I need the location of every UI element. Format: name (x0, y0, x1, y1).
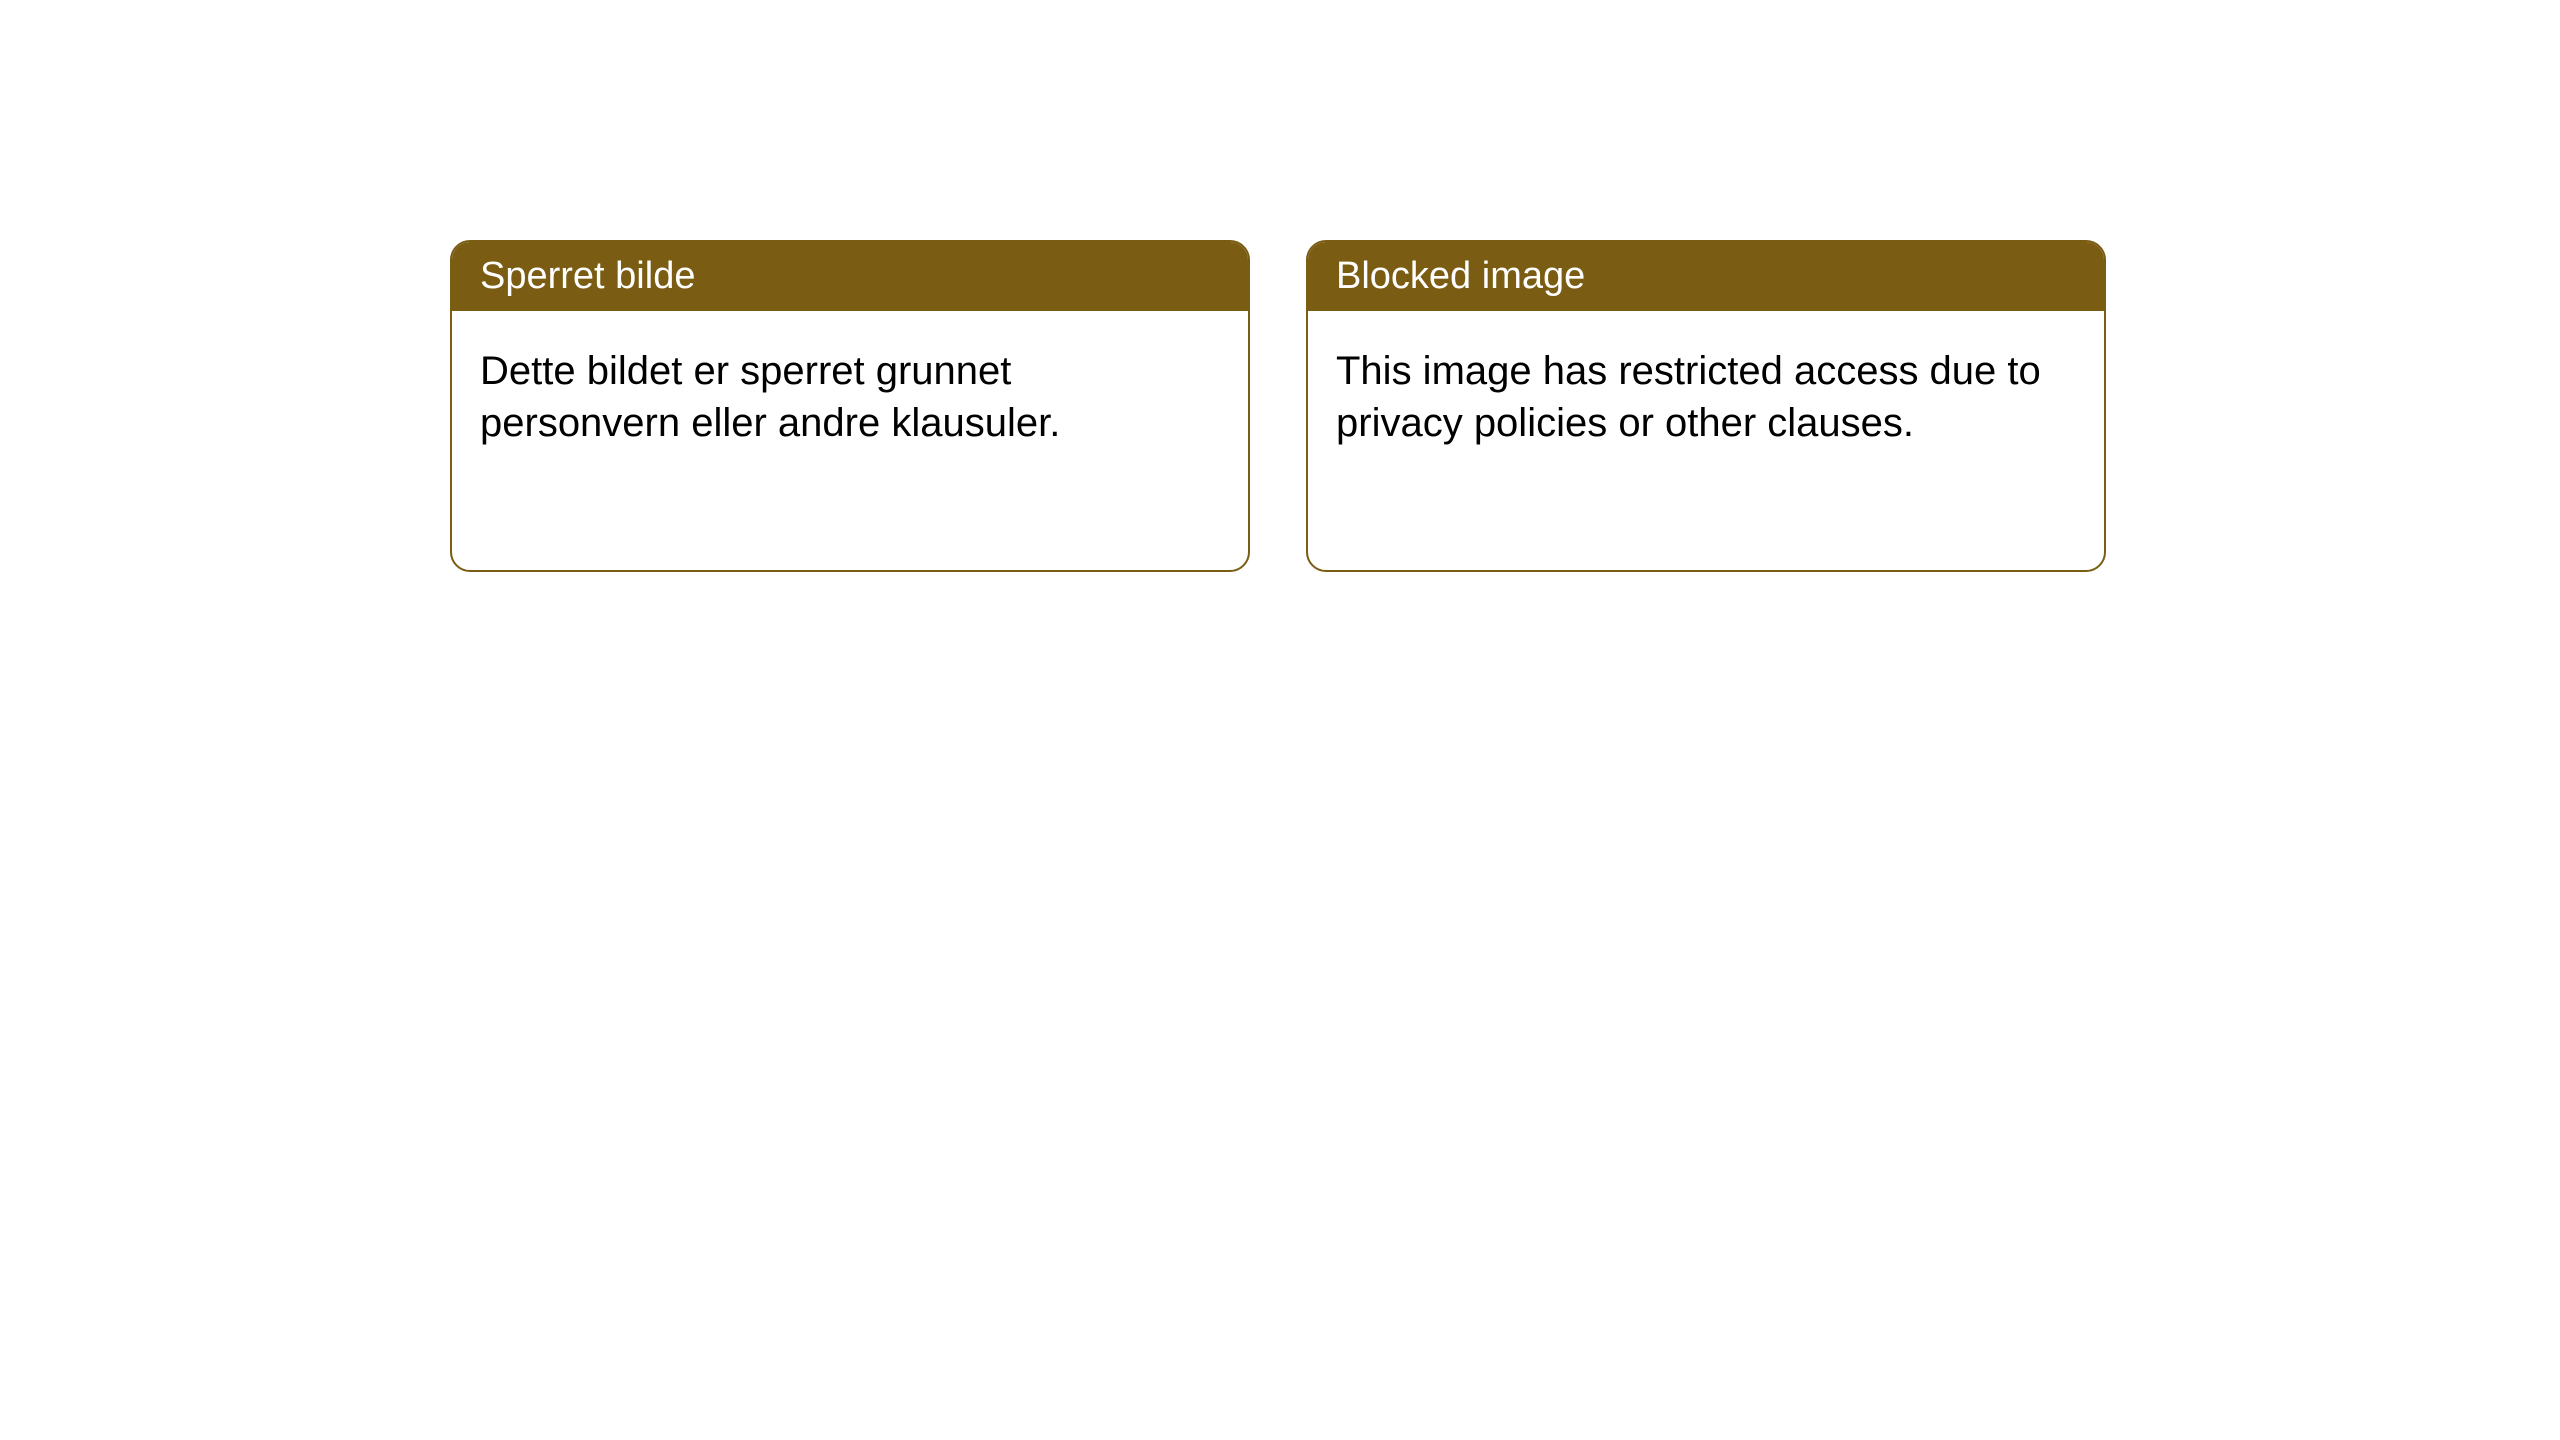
notice-message-norwegian: Dette bildet er sperret grunnet personve… (452, 311, 1248, 483)
notice-title-norwegian: Sperret bilde (452, 242, 1248, 311)
blocked-image-notice-norwegian: Sperret bilde Dette bildet er sperret gr… (450, 240, 1250, 572)
blocked-image-notice-english: Blocked image This image has restricted … (1306, 240, 2106, 572)
notice-message-english: This image has restricted access due to … (1308, 311, 2104, 483)
notice-title-english: Blocked image (1308, 242, 2104, 311)
notice-container: Sperret bilde Dette bildet er sperret gr… (0, 0, 2560, 572)
